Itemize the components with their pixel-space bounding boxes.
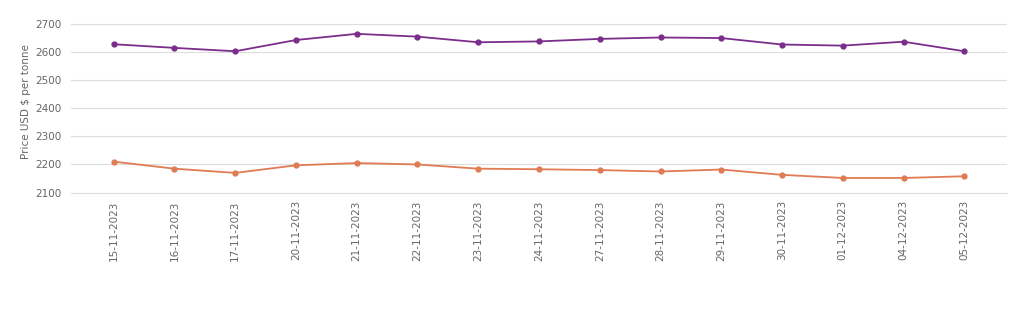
SHFE [169,46,181,50]
LME [654,170,666,174]
SHFE [472,40,484,44]
SHFE [897,40,909,44]
LME [958,174,970,178]
SHFE [715,36,727,40]
SHFE [229,49,241,53]
SHFE [958,49,970,53]
Line: SHFE: SHFE [111,32,967,54]
SHFE [533,40,545,43]
LME [290,163,302,167]
SHFE [594,37,606,41]
LME [837,176,849,180]
LME [533,167,545,171]
LME [472,167,484,171]
SHFE [776,42,788,46]
LME [776,173,788,177]
SHFE [351,32,363,36]
SHFE [290,38,302,42]
LME [715,168,727,172]
Legend: LME, SHFE: LME, SHFE [474,330,604,332]
Y-axis label: Price USD $ per tonne: Price USD $ per tonne [21,44,32,159]
LME [169,167,181,171]
SHFE [412,35,424,39]
SHFE [837,43,849,47]
LME [229,171,241,175]
LME [594,168,606,172]
LME [108,160,120,164]
SHFE [108,42,120,46]
Line: LME: LME [111,159,967,180]
LME [412,162,424,166]
LME [351,161,363,165]
SHFE [654,36,666,40]
LME [897,176,909,180]
